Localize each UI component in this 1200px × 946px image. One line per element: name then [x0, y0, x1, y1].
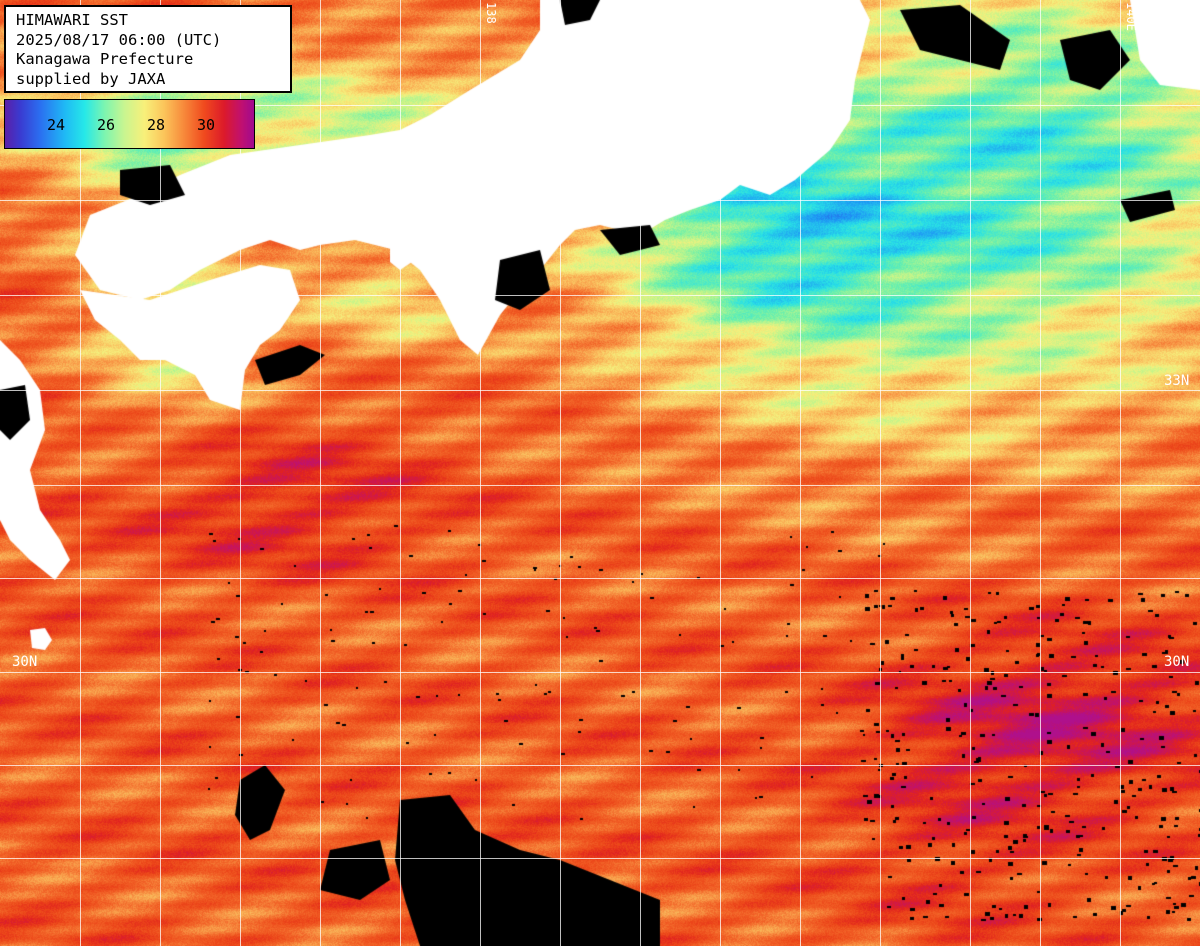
grid-line	[0, 765, 1200, 766]
grid-line	[880, 0, 881, 946]
provider-prefecture: Kanagawa Prefecture	[16, 50, 290, 70]
grid-line	[0, 672, 1200, 673]
timestamp: 2025/08/17 06:00 (UTC)	[16, 31, 290, 51]
scale-tick-label: 28	[147, 116, 165, 134]
grid-line	[400, 0, 401, 946]
grid-line	[0, 485, 1200, 486]
scale-tick-label: 26	[97, 116, 115, 134]
info-box: HIMAWARI SST 2025/08/17 06:00 (UTC) Kana…	[4, 5, 292, 93]
grid-line	[560, 0, 561, 946]
grid-line	[720, 0, 721, 946]
scale-tick-label: 30	[197, 116, 215, 134]
latitude-label: 30N	[1164, 655, 1189, 669]
grid-line	[480, 0, 481, 946]
grid-line	[320, 0, 321, 946]
grid-line	[0, 390, 1200, 391]
grid-line	[0, 578, 1200, 579]
grid-line	[1040, 0, 1041, 946]
grid-line	[0, 858, 1200, 859]
product-title: HIMAWARI SST	[16, 11, 290, 31]
grid-line	[640, 0, 641, 946]
scale-tick-label: 24	[47, 116, 65, 134]
latitude-label: 30N	[12, 655, 37, 669]
grid-line	[1120, 0, 1121, 946]
grid-line	[0, 200, 1200, 201]
grid-line	[0, 295, 1200, 296]
grid-line	[800, 0, 801, 946]
grid-line	[970, 0, 971, 946]
data-credit: supplied by JAXA	[16, 70, 290, 90]
latitude-label: 33	[10, 374, 27, 388]
color-scale-bar: 24 26 28 30	[4, 99, 255, 149]
longitude-label: 140E	[1125, 2, 1137, 31]
latitude-label: 33N	[1164, 374, 1189, 388]
longitude-label: 138	[485, 2, 497, 24]
